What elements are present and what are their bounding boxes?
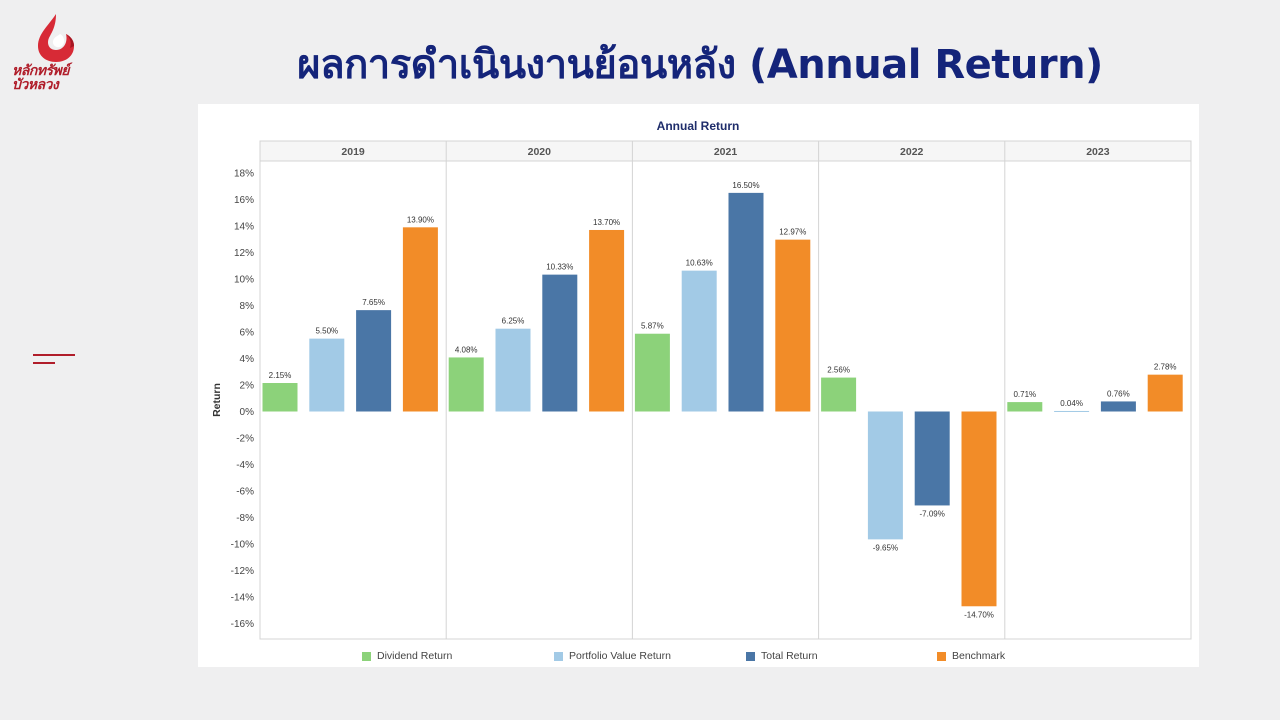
bar: [495, 328, 531, 412]
bar: [867, 411, 903, 540]
y-axis-ticks: 18% 16% 14% 12% 10% 8% 6% 4% 2% 0% -2% -4% -6% -8% -10…: [231, 169, 254, 631]
page-title: ผลการดำเนินงานย้อนหลัง (Annual Return): [297, 42, 1103, 88]
bar: [448, 357, 484, 412]
bar: [356, 310, 392, 412]
data-label: 13.70%: [593, 218, 620, 227]
bar: [1007, 402, 1043, 412]
bar: [589, 229, 625, 412]
data-label: 5.87%: [641, 322, 664, 331]
data-label: 0.04%: [1060, 399, 1083, 408]
legend-label: Dividend Return: [377, 650, 453, 662]
bar: [961, 411, 997, 607]
annual-return-chart: Annual Return Return 18% 16% 14% 12% 10% 8% 6%…: [211, 119, 1192, 640]
legend-swatch: [746, 651, 755, 661]
plot-frame: [259, 140, 1192, 640]
data-label: 7.65%: [362, 298, 385, 307]
data-label: -9.65%: [873, 543, 898, 552]
data-label: 12.97%: [779, 228, 806, 237]
legend-label: Benchmark: [952, 650, 1006, 662]
y-tick-label: -10%: [231, 540, 254, 551]
y-tick-label: 0%: [240, 407, 255, 418]
category-headers: 2019 2020 2021 2022 2023: [341, 141, 1110, 639]
legend-label: Total Return: [761, 650, 818, 662]
brand-logo: หลักทรัพย์ บัวหลวง: [12, 12, 98, 94]
header-band: [260, 141, 1191, 162]
y-tick-label: 16%: [234, 195, 254, 206]
decorative-lines: [33, 354, 75, 366]
bar: [402, 227, 438, 412]
y-tick-label: 12%: [234, 248, 254, 259]
data-label: -14.70%: [964, 610, 994, 619]
data-label: 0.71%: [1013, 390, 1036, 399]
y-tick-label: 6%: [240, 328, 255, 339]
data-label: 2.15%: [269, 371, 292, 380]
legend-swatch: [362, 651, 371, 661]
bar: [728, 192, 764, 412]
y-tick-label: 2%: [240, 381, 255, 392]
bar: [1054, 410, 1090, 412]
data-label: 13.90%: [407, 215, 434, 224]
chart-title: Annual Return: [657, 119, 740, 133]
y-tick-label: -12%: [231, 566, 254, 577]
bar: [309, 338, 345, 412]
y-tick-label: 4%: [240, 354, 255, 365]
bar-labels: 2.15% 4.08% 5.87% 2.56% 0.71% 5.50% 6.25% 10.63…: [269, 181, 1177, 619]
legend-swatch: [554, 651, 563, 661]
bar: [681, 270, 717, 412]
y-tick-label: -14%: [231, 593, 254, 604]
data-label: 6.25%: [502, 317, 525, 326]
data-label: 2.78%: [1154, 363, 1177, 372]
category-label: 2022: [900, 146, 924, 158]
bar: [914, 411, 950, 506]
y-tick-label: -16%: [231, 619, 254, 630]
category-label: 2019: [341, 146, 365, 158]
data-label: -7.09%: [920, 509, 945, 518]
legend-item: Portfolio Value Return: [554, 649, 671, 663]
legend-item: Benchmark: [937, 649, 1005, 663]
y-tick-label: 8%: [240, 301, 255, 312]
y-tick-label: -6%: [236, 487, 254, 498]
chart-panel: Annual Return Return 18% 16% 14% 12% 10% 8% 6%…: [198, 104, 1199, 667]
y-tick-label: -4%: [236, 460, 254, 471]
y-tick-label: 14%: [234, 222, 254, 233]
bar: [542, 274, 578, 412]
bar: [634, 333, 670, 412]
legend-label: Portfolio Value Return: [569, 650, 671, 662]
bar: [1147, 374, 1183, 412]
bar: [262, 383, 298, 412]
legend-item: Dividend Return: [362, 649, 452, 663]
data-label: 16.50%: [732, 181, 759, 190]
logo-line1: หลักทรัพย์: [12, 63, 69, 79]
plot-border: [259, 140, 1192, 640]
data-label: 0.76%: [1107, 389, 1130, 398]
y-tick-label: -8%: [236, 513, 254, 524]
logo-line2: บัวหลวง: [12, 77, 59, 93]
data-label: 10.33%: [546, 263, 573, 272]
legend-item: Total Return: [746, 649, 818, 663]
data-label: 10.63%: [686, 259, 713, 268]
data-label: 4.08%: [455, 345, 478, 354]
y-axis-label: Return: [211, 383, 223, 417]
category-label: 2020: [528, 146, 552, 158]
y-tick-label: 18%: [234, 169, 254, 180]
flame-logo-icon: [38, 14, 74, 62]
data-label: 5.50%: [315, 327, 338, 336]
legend-swatch: [937, 651, 946, 661]
bars: [262, 192, 1183, 607]
bar: [821, 377, 857, 412]
category-label: 2023: [1086, 146, 1110, 158]
y-tick-label: 10%: [234, 275, 254, 286]
bar: [775, 239, 811, 412]
data-label: 2.56%: [827, 366, 850, 375]
y-tick-label: -2%: [236, 434, 254, 445]
category-label: 2021: [714, 146, 738, 158]
bar: [1100, 401, 1136, 412]
